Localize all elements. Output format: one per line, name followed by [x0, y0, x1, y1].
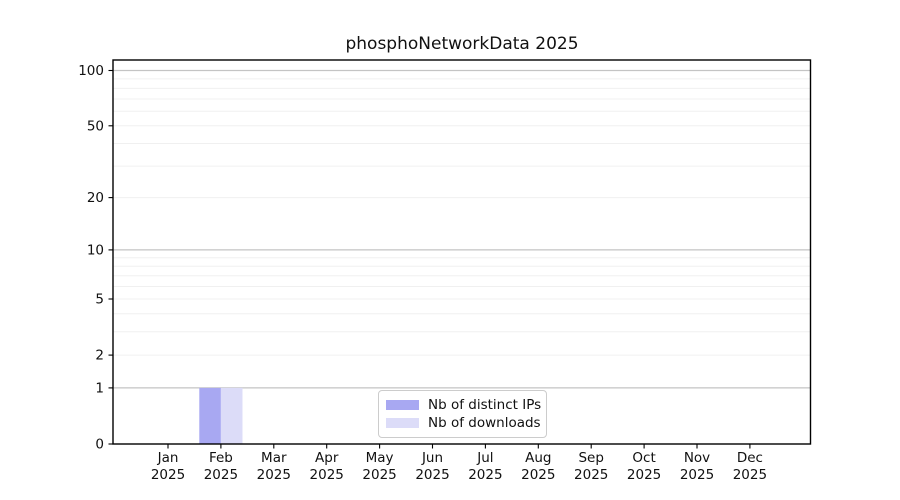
y-tick-label-1: 1 — [95, 380, 104, 396]
x-tick-year-aug: 2025 — [521, 467, 555, 483]
axes-frame — [112, 59, 812, 445]
x-tick-year-mar: 2025 — [257, 467, 291, 483]
x-tick-year-apr: 2025 — [310, 467, 344, 483]
bar-feb-series0 — [199, 387, 221, 444]
y-tick-label-5: 5 — [95, 292, 104, 308]
legend-swatch-distinct-ips — [386, 399, 419, 410]
x-tick-year-may: 2025 — [362, 467, 396, 483]
y-tick-label-20: 20 — [87, 190, 104, 206]
bar-feb-series1 — [220, 387, 243, 444]
x-tick-label-feb: Feb — [209, 450, 233, 466]
y-tick-label-0: 0 — [95, 437, 104, 453]
x-tick-label-jul: Jul — [476, 450, 493, 466]
x-tick-year-sep: 2025 — [574, 467, 608, 483]
x-tick-year-jan: 2025 — [151, 467, 185, 483]
x-tick-year-feb: 2025 — [204, 467, 238, 483]
x-tick-year-dec: 2025 — [733, 467, 767, 483]
x-tick-label-apr: Apr — [315, 450, 339, 466]
legend: Nb of distinct IPs Nb of downloads — [378, 390, 547, 438]
legend-item-downloads: Nb of downloads — [386, 415, 541, 432]
x-tick-year-jun: 2025 — [415, 467, 449, 483]
x-tick-label-may: May — [366, 450, 394, 466]
x-tick-label-jun: Jun — [421, 450, 443, 466]
legend-item-distinct-ips: Nb of distinct IPs — [386, 396, 542, 413]
y-tick-label-50: 50 — [87, 118, 104, 134]
y-tick-label-10: 10 — [87, 242, 104, 258]
x-tick-label-oct: Oct — [632, 450, 655, 466]
x-tick-label-aug: Aug — [525, 450, 551, 466]
x-tick-label-nov: Nov — [684, 450, 710, 466]
chart-title: phosphoNetworkData 2025 — [345, 34, 579, 54]
x-tick-label-dec: Dec — [737, 450, 763, 466]
x-tick-year-nov: 2025 — [680, 467, 714, 483]
y-tick-label-2: 2 — [95, 348, 104, 364]
legend-swatch-downloads — [386, 418, 419, 429]
legend-label-downloads: Nb of downloads — [428, 415, 541, 432]
x-tick-label-mar: Mar — [261, 450, 287, 466]
x-tick-label-sep: Sep — [578, 450, 603, 466]
x-tick-year-oct: 2025 — [627, 467, 661, 483]
x-tick-label-jan: Jan — [157, 450, 179, 466]
y-tick-label-100: 100 — [78, 63, 104, 79]
x-tick-year-jul: 2025 — [468, 467, 502, 483]
legend-label-distinct-ips: Nb of distinct IPs — [428, 396, 542, 413]
